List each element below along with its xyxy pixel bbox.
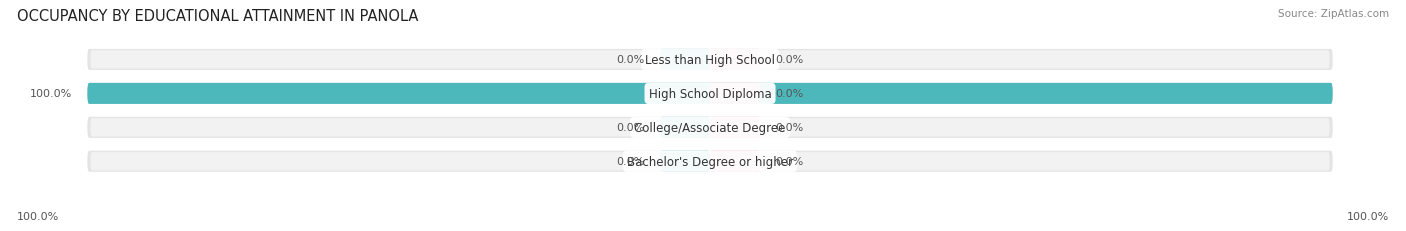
Text: 100.0%: 100.0% [30, 89, 72, 99]
FancyBboxPatch shape [87, 117, 1333, 138]
Text: 0.0%: 0.0% [616, 157, 644, 167]
Legend: Owner-occupied, Renter-occupied: Owner-occupied, Renter-occupied [592, 228, 828, 231]
FancyBboxPatch shape [661, 50, 710, 71]
Text: 0.0%: 0.0% [616, 55, 644, 65]
FancyBboxPatch shape [90, 51, 1330, 69]
Text: College/Associate Degree: College/Associate Degree [634, 121, 786, 134]
Text: 0.0%: 0.0% [776, 89, 804, 99]
FancyBboxPatch shape [87, 83, 1333, 104]
FancyBboxPatch shape [90, 152, 1330, 171]
FancyBboxPatch shape [661, 151, 710, 172]
Text: 0.0%: 0.0% [616, 123, 644, 133]
FancyBboxPatch shape [87, 151, 1333, 172]
FancyBboxPatch shape [710, 83, 759, 104]
FancyBboxPatch shape [90, 119, 1330, 137]
Text: 0.0%: 0.0% [776, 123, 804, 133]
Text: Less than High School: Less than High School [645, 54, 775, 67]
Text: High School Diploma: High School Diploma [648, 88, 772, 100]
Text: Source: ZipAtlas.com: Source: ZipAtlas.com [1278, 9, 1389, 19]
FancyBboxPatch shape [710, 50, 759, 71]
Text: OCCUPANCY BY EDUCATIONAL ATTAINMENT IN PANOLA: OCCUPANCY BY EDUCATIONAL ATTAINMENT IN P… [17, 9, 418, 24]
FancyBboxPatch shape [87, 83, 1333, 104]
FancyBboxPatch shape [710, 151, 759, 172]
Text: 0.0%: 0.0% [776, 157, 804, 167]
FancyBboxPatch shape [87, 50, 1333, 71]
Text: 0.0%: 0.0% [776, 55, 804, 65]
FancyBboxPatch shape [90, 85, 1330, 103]
Text: Bachelor's Degree or higher: Bachelor's Degree or higher [627, 155, 793, 168]
FancyBboxPatch shape [710, 117, 759, 138]
Text: 100.0%: 100.0% [17, 211, 59, 221]
Text: 100.0%: 100.0% [1347, 211, 1389, 221]
FancyBboxPatch shape [661, 117, 710, 138]
